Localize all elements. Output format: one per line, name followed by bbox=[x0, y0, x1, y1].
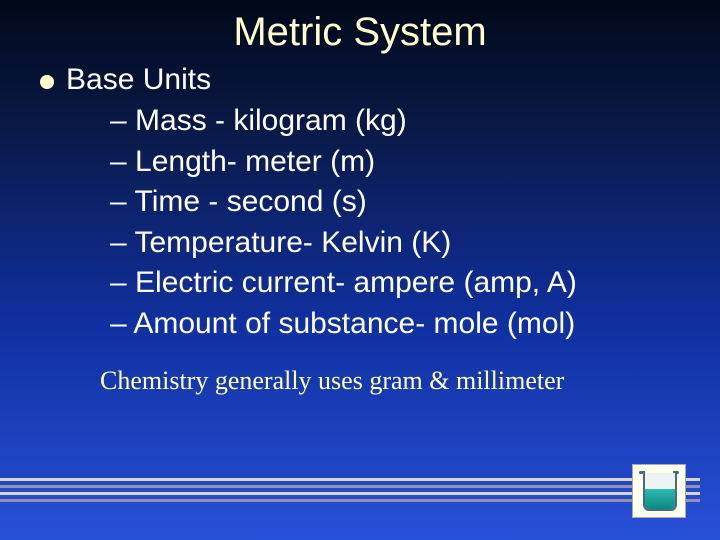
footer-bar-line bbox=[0, 478, 700, 481]
footer-bar-line bbox=[0, 485, 700, 488]
sub-bullet-item: – Time - second (s) bbox=[110, 182, 690, 223]
footer-decoration bbox=[0, 478, 720, 502]
sub-bullet-item: – Mass - kilogram (kg) bbox=[110, 101, 690, 142]
bullet-level1: Base Units bbox=[40, 63, 690, 97]
sub-bullet-item: – Temperature- Kelvin (K) bbox=[110, 223, 690, 264]
footer-bar-line bbox=[0, 499, 700, 502]
footnote-text: Chemistry generally uses gram & millimet… bbox=[40, 366, 690, 396]
sub-bullet-item: – Amount of substance- mole (mol) bbox=[110, 304, 690, 345]
sub-bullet-list: – Mass - kilogram (kg) – Length- meter (… bbox=[40, 101, 690, 344]
beaker-liquid-icon bbox=[645, 489, 675, 509]
sub-bullet-item: – Electric current- ampere (amp, A) bbox=[110, 263, 690, 304]
beaker-icon bbox=[632, 464, 686, 518]
sub-bullet-item: – Length- meter (m) bbox=[110, 142, 690, 183]
bullet-dot-icon bbox=[40, 75, 54, 89]
beaker-glass-icon bbox=[643, 473, 677, 511]
slide: Metric System Base Units – Mass - kilogr… bbox=[0, 0, 720, 540]
slide-content: Base Units – Mass - kilogram (kg) – Leng… bbox=[0, 63, 720, 396]
bullet-label: Base Units bbox=[66, 63, 211, 97]
footer-bar-line bbox=[0, 492, 700, 495]
slide-title: Metric System bbox=[0, 0, 720, 63]
